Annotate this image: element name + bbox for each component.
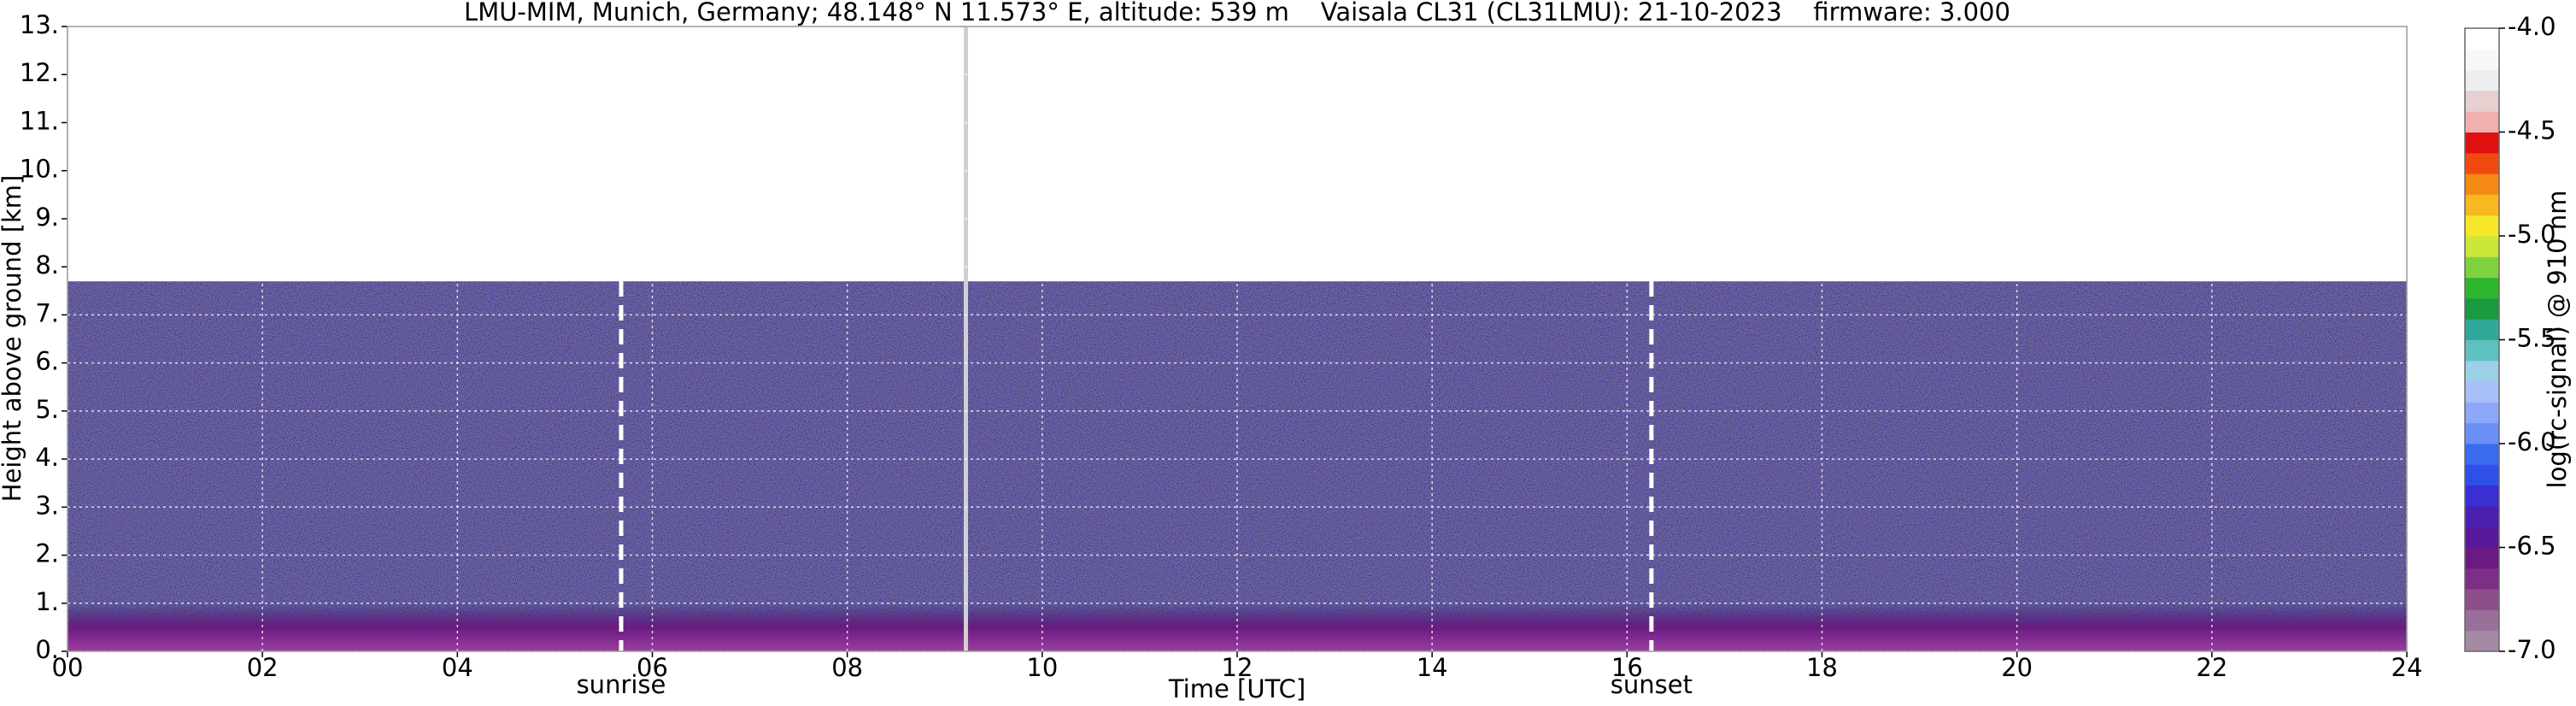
annotation-label: sunset [1611,670,1693,699]
x-tick-label: 20 [2001,653,2033,682]
y-tick-label: 8. [35,250,59,279]
data-gap [964,26,968,651]
x-tick-label: 18 [1806,653,1838,682]
y-tick-label: 6. [35,347,59,376]
annotation-label: sunrise [577,670,666,699]
colorbar-segment [2465,505,2499,527]
colorbar-segment [2465,381,2499,403]
y-tick-label: 5. [35,395,59,424]
colorbar-segment [2465,174,2499,195]
colorbar-tick-label: -7.0 [2508,635,2556,664]
y-tick-label: 0. [35,635,59,664]
x-tick-label: 08 [831,653,863,682]
x-tick-label: 14 [1417,653,1448,682]
x-tick-label: 22 [2196,653,2227,682]
colorbar-tick-label: -6.5 [2508,532,2556,561]
x-tick-label: 16 [1611,653,1643,682]
colorbar-segment [2465,256,2499,279]
x-axis-label: Time [UTC] [1168,674,1306,703]
colorbar-segment [2465,547,2499,569]
x-tick-label: 12 [1222,653,1253,682]
colorbar-segment [2465,90,2499,112]
colorbar-segment [2465,277,2499,299]
y-tick-label: 4. [35,443,59,472]
colorbar-segment [2465,111,2499,132]
colorbar-segment [2465,28,2499,50]
plot-frame [67,26,2408,652]
y-tick-label: 2. [35,539,59,568]
y-tick-label: 12. [20,58,59,87]
colorbar-segment [2465,485,2499,507]
y-tick-label: 10. [20,155,59,184]
colorbar-segment [2465,568,2499,590]
colorbar-segment [2465,297,2499,320]
colorbar-segment [2465,630,2499,652]
colorbar-segment [2465,49,2499,71]
colorbar-segment [2465,609,2499,632]
colorbar-tick-label: -6.0 [2508,427,2556,456]
colorbar-segment [2465,464,2499,486]
y-tick-label: 9. [35,203,59,232]
chart-title: LMU-MIM, Munich, Germany; 48.148° N 11.5… [464,0,2010,26]
colorbar-segment [2465,339,2499,362]
colorbar-label: log(rc-signal) @ 910 nm [2543,191,2572,489]
colorbar-segment [2465,422,2499,444]
y-tick-label: 11. [20,106,59,135]
colorbar-segment [2465,589,2499,610]
colorbar-segment [2465,319,2499,340]
colorbar-segment [2465,69,2499,91]
colorbar-tick-label: -4.5 [2508,116,2556,145]
x-tick-label: 00 [52,653,84,682]
colorbar-segment [2465,360,2499,382]
y-tick-label: 3. [35,491,59,520]
colorbar-segment [2465,402,2499,424]
x-tick-label: 04 [442,653,473,682]
colorbar-tick-label: -5.5 [2508,324,2556,353]
x-tick-label: 06 [637,653,668,682]
colorbar-segment [2465,527,2499,548]
colorbar-segment [2465,194,2499,216]
colorbar-tick-label: -5.0 [2508,220,2556,249]
colorbar-segment [2465,152,2499,174]
colorbar-segment [2465,215,2499,237]
x-tick-label: 24 [2391,653,2423,682]
colorbar-segment [2465,444,2499,465]
y-axis-label: Height above ground [km] [0,175,26,503]
colorbar-segment [2465,236,2499,257]
colorbar-tick-label: -4.0 [2508,12,2556,41]
y-tick-label: 13. [20,10,59,39]
y-tick-label: 7. [35,298,59,327]
colorbar-segment [2465,132,2499,154]
x-tick-label: 02 [247,653,279,682]
y-tick-label: 1. [35,587,59,616]
x-tick-label: 10 [1026,653,1058,682]
